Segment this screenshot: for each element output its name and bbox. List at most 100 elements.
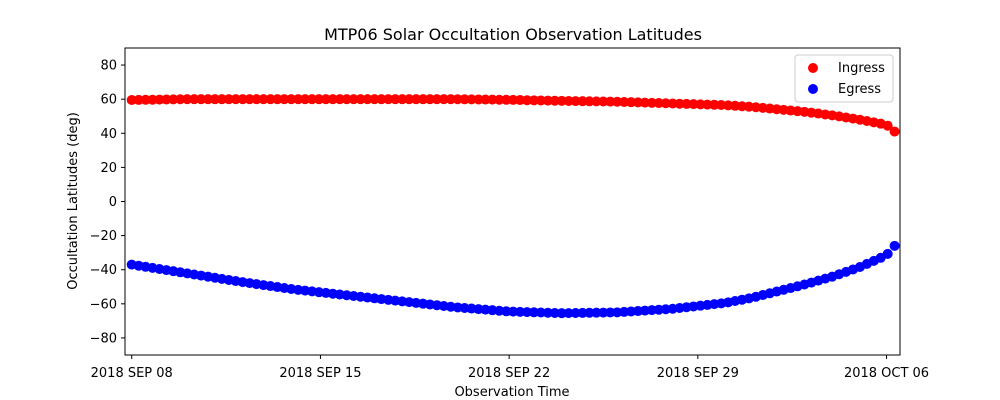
ingress-point xyxy=(196,94,207,105)
egress-point xyxy=(605,307,616,318)
ingress-point xyxy=(313,94,324,105)
ingress-point xyxy=(341,94,352,105)
ingress-point xyxy=(584,96,595,107)
y-tick-label: −80 xyxy=(90,331,117,346)
egress-point xyxy=(556,308,567,319)
chart-title: MTP06 Solar Occultation Observation Lati… xyxy=(324,25,702,44)
ingress-point xyxy=(882,120,893,131)
ingress-series xyxy=(126,94,900,137)
ingress-point xyxy=(508,94,519,105)
x-tick-label: 2018 SEP 15 xyxy=(279,366,361,381)
ingress-point xyxy=(147,94,158,105)
ingress-point xyxy=(265,94,276,105)
ingress-point xyxy=(522,95,533,106)
ingress-point xyxy=(258,94,269,105)
ingress-point xyxy=(327,94,338,105)
ingress-point xyxy=(307,94,318,105)
ingress-point xyxy=(390,94,401,105)
ingress-point xyxy=(182,94,193,105)
ingress-point xyxy=(556,95,567,106)
plot-frame xyxy=(124,47,901,356)
ingress-point xyxy=(140,94,151,105)
ingress-point xyxy=(334,94,345,105)
ingress-point xyxy=(438,94,449,105)
ingress-point xyxy=(216,94,227,105)
y-tick-label: 80 xyxy=(100,59,117,74)
ingress-point xyxy=(598,96,609,107)
ingress-point xyxy=(411,94,422,105)
legend: Ingress Egress xyxy=(794,54,894,103)
y-axis-label: Occultation Latitudes (deg) xyxy=(66,112,81,290)
egress-series xyxy=(126,240,900,319)
ingress-point xyxy=(237,94,248,105)
ingress-point xyxy=(230,94,241,105)
legend-ingress-label: Ingress xyxy=(838,61,885,76)
ingress-point xyxy=(535,95,546,106)
ingress-point xyxy=(605,96,616,107)
ingress-point xyxy=(494,94,505,105)
ingress-point xyxy=(591,96,602,107)
ingress-point xyxy=(570,96,581,107)
ingress-point xyxy=(251,94,262,105)
ingress-point xyxy=(445,94,456,105)
y-tick-label: −20 xyxy=(90,229,117,244)
ingress-point xyxy=(549,95,560,106)
legend-egress-marker xyxy=(808,84,818,94)
ingress-point xyxy=(320,94,331,105)
ingress-point xyxy=(189,94,200,105)
ingress-point xyxy=(383,94,394,105)
ingress-point xyxy=(376,94,387,105)
y-tick-label: 0 xyxy=(109,195,117,210)
ingress-point xyxy=(244,94,255,105)
ingress-point xyxy=(397,94,408,105)
ingress-point xyxy=(209,94,220,105)
ingress-point xyxy=(175,94,186,105)
ingress-point xyxy=(542,95,553,106)
ingress-point xyxy=(348,94,359,105)
egress-point xyxy=(570,308,581,319)
x-tick-label: 2018 SEP 22 xyxy=(468,366,550,381)
x-tick-label: 2018 SEP 29 xyxy=(657,366,739,381)
ingress-point xyxy=(418,94,429,105)
ingress-point xyxy=(466,94,477,105)
ingress-point xyxy=(577,96,588,107)
ingress-point xyxy=(279,94,290,105)
ingress-point xyxy=(459,94,470,105)
ingress-point xyxy=(501,94,512,105)
ingress-point xyxy=(362,94,373,105)
legend-ingress-marker xyxy=(808,63,818,73)
y-tick-label: 60 xyxy=(100,93,117,108)
y-tick-label: 40 xyxy=(100,127,117,142)
ingress-point xyxy=(133,94,144,105)
ingress-point xyxy=(424,94,435,105)
ingress-point xyxy=(161,94,172,105)
ingress-point xyxy=(452,94,463,105)
y-tick-label: 20 xyxy=(100,161,117,176)
x-tick-label: 2018 SEP 08 xyxy=(91,366,173,381)
ingress-point xyxy=(480,94,491,105)
ingress-point xyxy=(515,95,526,106)
legend-box xyxy=(794,54,894,103)
legend-egress-label: Egress xyxy=(838,82,881,97)
egress-point xyxy=(598,307,609,318)
ingress-point xyxy=(223,94,234,105)
ingress-point xyxy=(293,94,304,105)
ingress-point xyxy=(528,95,539,106)
ingress-point xyxy=(203,94,214,105)
ingress-point xyxy=(404,94,415,105)
x-axis-label: Observation Time xyxy=(454,385,569,400)
egress-point xyxy=(577,307,588,318)
y-axis-ticks: 80 60 40 20 0 −20 −40 −60 −80 xyxy=(90,59,125,346)
ingress-point xyxy=(168,94,179,105)
x-tick-label: 2018 OCT 06 xyxy=(844,366,929,381)
y-tick-label: −40 xyxy=(90,263,117,278)
egress-point xyxy=(563,308,574,319)
egress-point xyxy=(889,240,900,251)
egress-point xyxy=(591,307,602,318)
ingress-point xyxy=(300,94,311,105)
ingress-point xyxy=(126,95,137,106)
data-points xyxy=(126,94,900,319)
ingress-point xyxy=(487,94,498,105)
ingress-point xyxy=(154,94,165,105)
